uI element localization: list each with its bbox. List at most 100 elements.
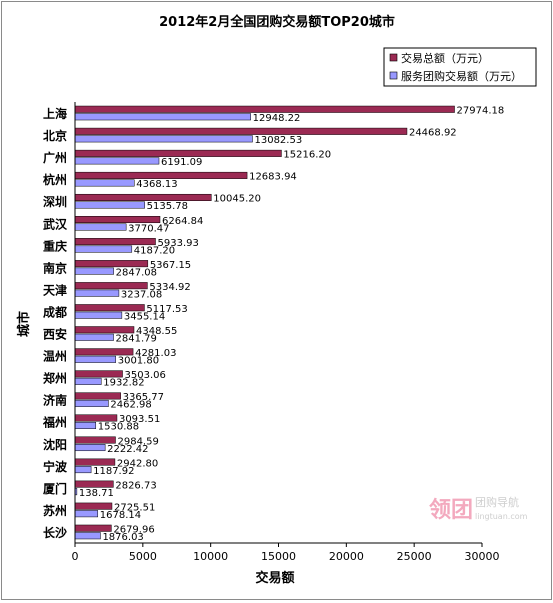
data-label-service: 1187.92	[93, 466, 134, 477]
data-label-total: 24468.92	[409, 128, 457, 139]
data-label-service: 13082.53	[254, 135, 302, 146]
category-label: 济南	[43, 393, 67, 408]
category-label: 福州	[42, 415, 67, 430]
category-label: 郑州	[43, 371, 67, 386]
bar-service	[74, 444, 106, 452]
data-label-total: 5367.15	[150, 260, 191, 271]
data-label-total: 3093.51	[119, 414, 160, 425]
category-label: 武汉	[43, 216, 68, 231]
x-axis-title: 交易额	[255, 570, 294, 586]
bar-total	[74, 105, 455, 113]
x-tick-label: 25000	[397, 550, 432, 563]
bar-total	[74, 238, 156, 246]
bar-total	[74, 326, 135, 334]
bar-total	[74, 458, 116, 466]
data-label-total: 4348.55	[136, 326, 177, 337]
data-label-service: 1530.88	[98, 422, 139, 433]
category-label: 厦门	[43, 481, 67, 496]
bar-total	[74, 480, 114, 488]
data-label-total: 2725.51	[114, 502, 155, 513]
data-label-service: 3455.14	[124, 311, 165, 322]
watermark: 领团 团购导航 lingtuan.com	[429, 495, 528, 523]
bar-total	[74, 414, 118, 422]
bar-service	[74, 157, 160, 165]
data-label-total: 10045.20	[213, 194, 261, 205]
y-axis-title: 城市	[16, 311, 32, 337]
category-label: 上海	[43, 106, 67, 121]
bar-service	[74, 510, 99, 518]
bar-total	[74, 260, 149, 268]
watermark-url: lingtuan.com	[475, 512, 528, 521]
data-label-total: 4281.03	[135, 348, 176, 359]
bar-total	[74, 171, 248, 179]
data-label-total: 6264.84	[162, 216, 203, 227]
category-label: 西安	[43, 327, 67, 342]
data-label-service: 3237.08	[121, 289, 162, 300]
category-label: 北京	[43, 128, 67, 143]
watermark-logo: 领团	[429, 497, 473, 523]
data-label-service: 5135.78	[147, 201, 188, 212]
bar-total	[74, 216, 161, 224]
data-label-service: 12948.22	[253, 113, 301, 124]
bar-service	[74, 355, 116, 363]
bar-service	[74, 421, 97, 429]
legend-label-service: 服务团购交易额（万元）	[401, 69, 522, 83]
data-label-total: 12683.94	[249, 172, 297, 183]
bar-service	[74, 311, 123, 319]
bar-total	[74, 127, 408, 135]
data-label-service: 2222.42	[107, 444, 148, 455]
legend: 交易总额（万元） 服务团购交易额（万元）	[383, 47, 537, 87]
bar-service	[74, 333, 114, 341]
bar-service	[74, 245, 133, 253]
legend-swatch-service	[389, 71, 398, 80]
x-tick-label: 15000	[261, 550, 296, 563]
data-label-total: 3503.06	[125, 370, 166, 381]
bar-total	[74, 149, 282, 157]
bar-total	[74, 282, 148, 290]
bar-service	[74, 289, 120, 297]
bar-total	[74, 370, 123, 378]
category-label: 温州	[43, 350, 67, 364]
data-label-service: 3001.80	[118, 356, 159, 367]
x-tick-label: 30000	[465, 550, 500, 563]
data-label-total: 5334.92	[149, 282, 190, 293]
x-axis-ticks: 0 5000 10000 15000 20000 25000 30000	[72, 543, 500, 563]
chart-title: 2012年2月全国团购交易额TOP20城市	[159, 14, 395, 30]
data-label-total: 2826.73	[115, 480, 156, 491]
data-label-total: 5117.53	[146, 304, 187, 315]
bar-total	[74, 436, 116, 444]
bar-service	[74, 135, 253, 143]
bar-total	[74, 524, 112, 532]
bar-total	[74, 348, 134, 356]
data-label-service: 1876.03	[102, 532, 143, 543]
data-label-service: 2841.79	[116, 334, 157, 345]
bar-total	[74, 193, 212, 201]
data-label-service: 4187.20	[134, 245, 175, 256]
data-label-total: 27974.18	[457, 106, 505, 117]
data-label-service: 138.71	[79, 488, 114, 499]
category-label: 深圳	[43, 194, 67, 209]
data-label-total: 2942.80	[117, 458, 158, 469]
plot-area: 27974.18 12948.22 24468.92 13082.53 15216.20…	[74, 105, 505, 543]
bar-service	[74, 466, 92, 474]
x-tick-label: 10000	[193, 550, 228, 563]
bar-total	[74, 502, 113, 510]
category-label: 重庆	[43, 238, 67, 253]
data-label-total: 2984.59	[117, 436, 158, 447]
data-label-total: 5933.93	[158, 238, 199, 249]
bar-total	[74, 392, 121, 400]
bar-service	[74, 201, 145, 209]
x-tick-label: 20000	[329, 550, 364, 563]
data-label-service: 3770.47	[128, 223, 169, 234]
legend-box	[383, 47, 537, 87]
data-label-service: 1932.82	[103, 378, 144, 389]
data-label-service: 1678.14	[100, 510, 141, 521]
data-label-total: 3365.77	[123, 392, 164, 403]
bar-service	[74, 113, 251, 121]
data-label-service: 2462.98	[110, 400, 151, 411]
category-label: 成都	[43, 304, 67, 319]
bar-service	[74, 267, 114, 275]
